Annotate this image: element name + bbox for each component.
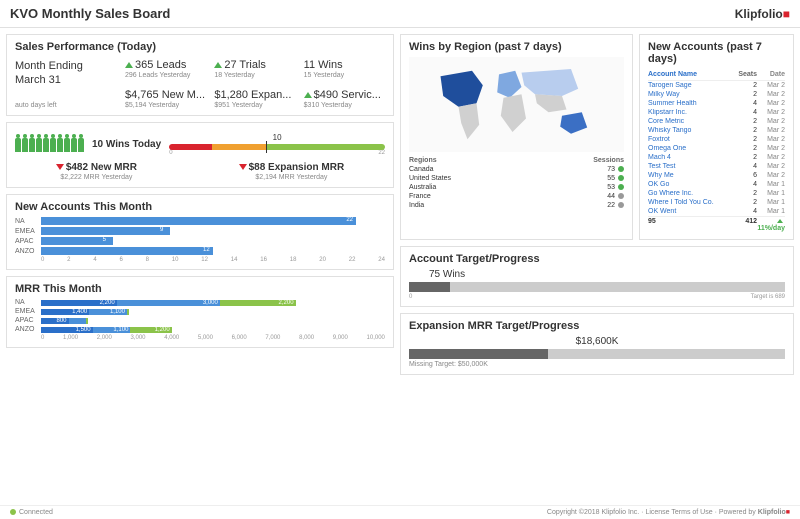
account-row[interactable]: Test Test4Mar 2 xyxy=(648,162,785,171)
person-icon xyxy=(78,138,84,152)
account-row[interactable]: Foxtrot2Mar 2 xyxy=(648,135,785,144)
account-row[interactable]: Klipstarr Inc.4Mar 2 xyxy=(648,108,785,117)
person-icon xyxy=(64,138,70,152)
new-accounts-panel: New Accounts (past 7 days) Account NameS… xyxy=(639,34,794,240)
kpi-cell: 11 Wins15 Yesterday xyxy=(304,59,385,79)
world-map-svg xyxy=(422,60,612,150)
month-ending: Month Ending March 31 xyxy=(15,59,115,88)
panel-title: Expansion MRR Target/Progress xyxy=(409,320,785,332)
panel-title: New Accounts (past 7 days) xyxy=(648,41,785,65)
region-row[interactable]: Canada73 xyxy=(409,165,624,174)
account-row[interactable]: Whisky Tango2Mar 2 xyxy=(648,126,785,135)
progress-label: 75 Wins xyxy=(429,269,785,280)
person-icon xyxy=(15,138,21,152)
status-dot-icon xyxy=(10,509,16,515)
account-row[interactable]: Tarogen Sage2Mar 2 xyxy=(648,81,785,90)
sales-performance-panel: Sales Performance (Today) Month Ending M… xyxy=(6,34,394,116)
kpi-cell: $4,765 New M...$5,194 Yesterday xyxy=(125,89,206,109)
progress-bar xyxy=(409,349,785,359)
wins-today-label: 10 Wins Today xyxy=(92,139,161,150)
panel-title: Sales Performance (Today) xyxy=(15,41,385,53)
mrr-cell: $88 Expansion MRR$2,194 MRR Yesterday xyxy=(239,162,345,181)
panel-title: New Accounts This Month xyxy=(15,201,385,213)
mrr-month-panel: MRR This Month NA2,2003,0002,200 EMEA1,40… xyxy=(6,276,394,348)
account-row[interactable]: OK Go4Mar 1 xyxy=(648,180,785,189)
panel-title: MRR This Month xyxy=(15,283,385,295)
person-icon xyxy=(36,138,42,152)
account-row[interactable]: Core Metric2Mar 2 xyxy=(648,117,785,126)
kpi-cell: 27 Trials18 Yesterday xyxy=(214,59,295,79)
kpi-cell: 365 Leads296 Leads Yesterday xyxy=(125,59,206,79)
new-accounts-month-panel: New Accounts This Month NA22 EMEA9 APAC5 AN… xyxy=(6,194,394,270)
region-row[interactable]: Australia53 xyxy=(409,183,624,192)
region-row[interactable]: India22 xyxy=(409,201,624,210)
region-table: RegionsSessions Canada73United States55A… xyxy=(409,156,624,210)
panel-title: Account Target/Progress xyxy=(409,253,785,265)
account-row[interactable]: Milky Way2Mar 2 xyxy=(648,90,785,99)
bar-row: EMEA9 xyxy=(15,227,385,235)
person-icon xyxy=(29,138,35,152)
account-target-panel: Account Target/Progress 75 Wins 0Target … xyxy=(400,246,794,307)
footer: Connected Copyright ©2018 Klipfolio Inc.… xyxy=(0,505,800,519)
progress-label: $18,600K xyxy=(409,336,785,347)
account-row[interactable]: OK Went4Mar 1 xyxy=(648,207,785,216)
person-icon xyxy=(22,138,28,152)
world-map[interactable] xyxy=(409,57,624,152)
wins-gauge xyxy=(169,144,385,150)
person-icon xyxy=(57,138,63,152)
account-row[interactable]: Go Where Inc.2Mar 1 xyxy=(648,189,785,198)
gauge-value: 10 xyxy=(169,133,385,142)
wins-region-panel: Wins by Region (past 7 days) RegionsS xyxy=(400,34,633,240)
brand-logo[interactable]: Klipfolio■ xyxy=(735,7,790,21)
kpi-cell: $490 Servic...$310 Yesterday xyxy=(304,89,385,109)
bar-row: ANZO1,5001,1001,200 xyxy=(15,326,385,333)
auto-days: auto days left xyxy=(15,102,115,109)
account-row[interactable]: Mach 42Mar 2 xyxy=(648,153,785,162)
account-row[interactable]: Summer Health4Mar 2 xyxy=(648,99,785,108)
bar-row: ANZO12 xyxy=(15,247,385,255)
bar-row: NA22 xyxy=(15,217,385,225)
person-icon xyxy=(71,138,77,152)
mrr-cell: $482 New MRR$2,222 MRR Yesterday xyxy=(56,162,137,181)
people-icons xyxy=(15,138,84,152)
bar-row: NA2,2003,0002,200 xyxy=(15,299,385,306)
region-row[interactable]: France44 xyxy=(409,192,624,201)
person-icon xyxy=(43,138,49,152)
bar-row: EMEA1,4001,100 xyxy=(15,308,385,315)
person-icon xyxy=(50,138,56,152)
account-row[interactable]: Why Me6Mar 2 xyxy=(648,171,785,180)
progress-bar xyxy=(409,282,785,292)
header: KVO Monthly Sales Board Klipfolio■ xyxy=(0,0,800,28)
bar-row: APAC5 xyxy=(15,237,385,245)
page-title: KVO Monthly Sales Board xyxy=(10,6,170,21)
region-row[interactable]: United States55 xyxy=(409,174,624,183)
status-text: Connected xyxy=(19,509,53,516)
panel-title: Wins by Region (past 7 days) xyxy=(409,41,624,53)
account-row[interactable]: Omega One2Mar 2 xyxy=(648,144,785,153)
progress-sub: Missing Target: $50,000K xyxy=(409,361,785,368)
account-row[interactable]: Where I Told You Co.2Mar 1 xyxy=(648,198,785,207)
bar-row: APAC800 xyxy=(15,317,385,324)
kpi-cell: $1,280 Expan...$951 Yesterday xyxy=(214,89,295,109)
footer-brand[interactable]: Klipfolio xyxy=(758,509,786,516)
expansion-target-panel: Expansion MRR Target/Progress $18,600K M… xyxy=(400,313,794,375)
wins-today-panel: 10 Wins Today 10 022 $482 New MRR$2,222 … xyxy=(6,122,394,188)
